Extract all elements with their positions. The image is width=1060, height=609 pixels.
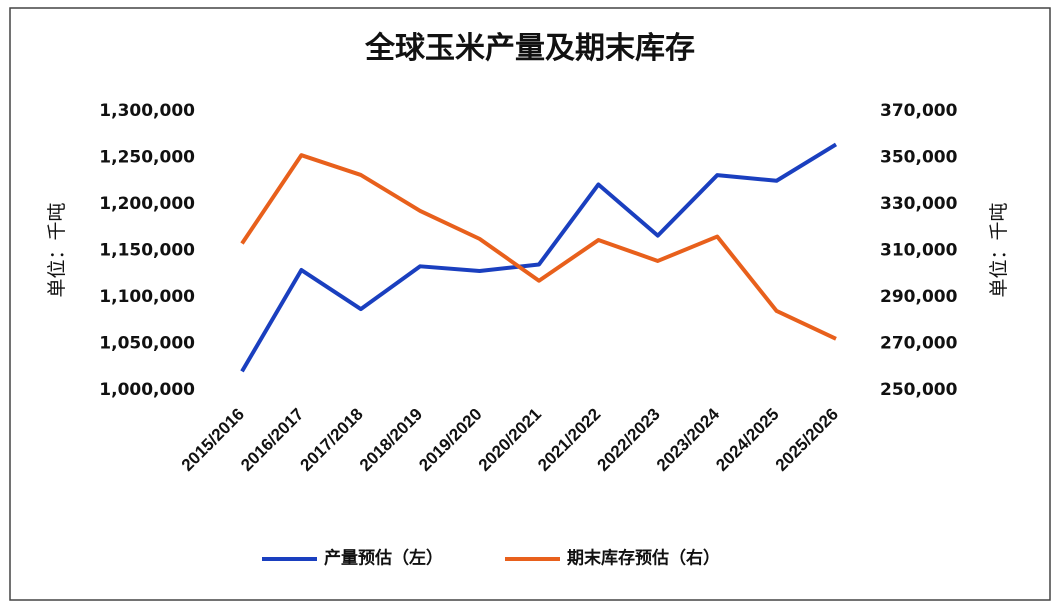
y-tick-label: 1,100,000 (99, 287, 195, 307)
chart-border (9, 7, 1051, 601)
chart-title: 全球玉米产量及期末库存 (364, 31, 695, 66)
y2-tick-label: 350,000 (880, 148, 958, 168)
y2-tick-label: 370,000 (880, 101, 958, 121)
series-line (240, 142, 838, 373)
y2-tick-label: 250,000 (880, 380, 958, 400)
y-tick-label: 1,150,000 (99, 241, 195, 261)
y2-tick-label: 290,000 (880, 287, 958, 307)
y2-tick-label: 310,000 (880, 241, 958, 261)
y-tick-label: 1,050,000 (99, 334, 195, 354)
y2-axis-label: 单位：千吨 (988, 202, 1010, 297)
y-axis-label: 单位：千吨 (46, 202, 68, 297)
legend-label: 产量预估（左） (324, 548, 443, 569)
y-tick-label: 1,250,000 (99, 148, 195, 168)
y2-tick-label: 270,000 (880, 334, 958, 354)
y-tick-label: 1,200,000 (99, 194, 195, 214)
y2-tick-label: 330,000 (880, 194, 958, 214)
series-line (240, 153, 837, 341)
y-tick-label: 1,000,000 (99, 380, 195, 400)
y-tick-label: 1,300,000 (99, 101, 195, 121)
legend-label: 期末库存预估（右） (567, 548, 720, 569)
